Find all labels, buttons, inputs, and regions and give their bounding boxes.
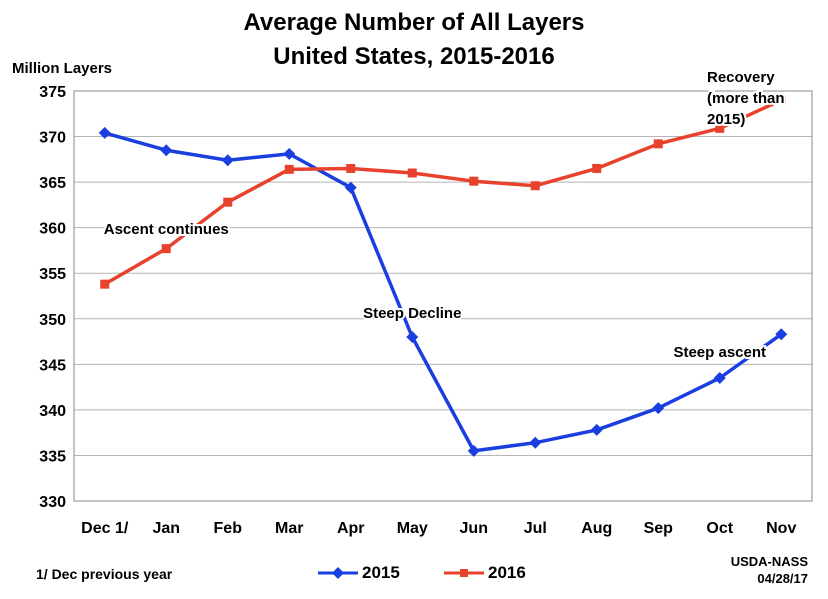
legend-label-2016: 2016	[488, 563, 526, 582]
chart-title-line-2: United States, 2015-2016	[273, 43, 555, 70]
point-2016-Dec 1/	[100, 279, 110, 289]
x-tick-label-1: Jan	[152, 520, 180, 537]
y-tick-label-370: 370	[39, 130, 66, 147]
x-tick-label-8: Aug	[581, 520, 612, 537]
x-tick-label-7: Jul	[524, 520, 547, 537]
point-2015-Mar	[283, 147, 296, 160]
point-2016-Jul	[530, 181, 540, 191]
point-2015-Jan	[160, 144, 173, 157]
point-2015-Nov	[775, 328, 788, 341]
annotation-0-line-0: Ascent continues	[104, 221, 229, 238]
legend-label-2015: 2015	[362, 563, 400, 582]
point-2016-Feb	[223, 197, 233, 207]
x-tick-label-0: Dec 1/	[81, 520, 129, 537]
source-date: 04/28/17	[757, 571, 808, 586]
point-2016-Aug	[592, 163, 602, 173]
point-2015-Sep	[652, 402, 665, 415]
point-2016-Mar	[284, 164, 294, 174]
x-tick-label-11: Nov	[766, 520, 796, 537]
point-2016-Jun	[469, 176, 479, 186]
point-2016-Jan	[161, 244, 171, 254]
y-tick-label-350: 350	[39, 312, 66, 329]
legend-item-2016: 2016	[442, 563, 526, 583]
point-2016-Oct	[715, 123, 725, 133]
source-note: USDA-NASS 04/28/17	[731, 553, 808, 587]
point-2015-Aug	[590, 423, 603, 436]
point-2015-Apr	[344, 181, 357, 194]
point-2015-Feb	[221, 154, 234, 167]
footnote: 1/ Dec previous year	[36, 566, 173, 582]
annotation-1-line-0: Steep Decline	[363, 305, 461, 322]
y-tick-label-365: 365	[39, 175, 66, 192]
point-2016-May	[407, 168, 417, 178]
annotation-3-line-2: 2015)	[707, 111, 745, 128]
y-tick-label-340: 340	[39, 403, 66, 420]
y-tick-label-360: 360	[39, 221, 66, 238]
x-tick-label-5: May	[397, 520, 428, 537]
point-2015-Jun	[467, 444, 480, 457]
x-tick-label-3: Mar	[275, 520, 303, 537]
y-tick-label-375: 375	[39, 84, 66, 101]
point-2015-Dec 1/	[98, 126, 111, 139]
point-2015-May	[406, 331, 419, 343]
point-2016-Apr	[346, 163, 356, 173]
legend-marker-2016	[444, 569, 484, 577]
point-2015-Jul	[529, 436, 542, 449]
series-line-2015	[104, 131, 783, 453]
y-tick-label-355: 355	[39, 266, 66, 283]
x-tick-label-4: Apr	[337, 520, 365, 537]
x-tick-label-9: Sep	[644, 520, 674, 537]
annotation-3-line-1: (more than	[707, 90, 785, 107]
chart-title-line-1: Average Number of All Layers	[243, 9, 585, 36]
y-tick-label-330: 330	[39, 494, 66, 511]
legend-marker-2015	[318, 567, 358, 579]
x-tick-label-10: Oct	[706, 520, 733, 537]
point-2016-Sep	[653, 139, 663, 149]
annotation-2-line-0: Steep ascent	[673, 344, 766, 361]
point-2016-Nov	[776, 95, 786, 105]
point-2015-Oct	[713, 372, 726, 384]
annotation-3-line-0: Recovery	[707, 69, 775, 86]
series-line-2016	[103, 98, 782, 286]
plot-area	[73, 90, 813, 502]
source-agency: USDA-NASS	[730, 554, 808, 569]
y-tick-label-345: 345	[39, 357, 66, 374]
legend-item-2015: 2015	[316, 563, 400, 583]
x-tick-label-2: Feb	[214, 520, 243, 537]
y-tick-label-335: 335	[39, 448, 66, 465]
x-tick-label-6: Jun	[460, 520, 488, 537]
y-axis-label: Million Layers	[12, 60, 113, 77]
